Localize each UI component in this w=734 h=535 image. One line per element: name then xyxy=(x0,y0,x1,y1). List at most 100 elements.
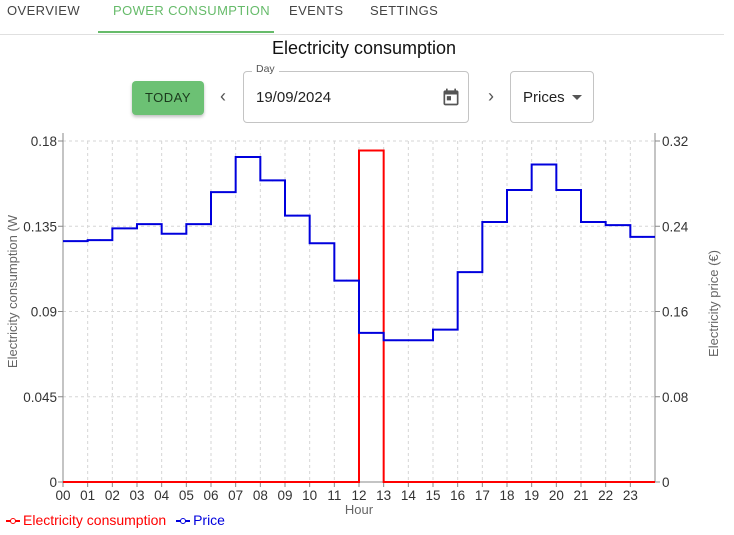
data-point-consumption xyxy=(395,481,397,483)
x-tick-label: 18 xyxy=(499,488,514,503)
calendar-icon[interactable] xyxy=(441,87,461,107)
x-tick-label: 06 xyxy=(203,488,218,503)
data-point-price xyxy=(99,239,101,241)
today-button[interactable]: TODAY xyxy=(132,81,204,115)
y-tick-label-right: 0.16 xyxy=(662,305,688,320)
x-tick-label: 04 xyxy=(154,488,170,503)
data-point-consumption xyxy=(148,481,151,483)
data-point-price xyxy=(469,271,471,273)
x-tick-label: 07 xyxy=(228,488,243,503)
data-point-consumption xyxy=(641,481,644,483)
data-point-price xyxy=(173,232,175,235)
active-tab-indicator xyxy=(98,31,274,33)
data-point-consumption xyxy=(123,481,126,483)
data-point-consumption xyxy=(321,481,323,483)
data-point-consumption xyxy=(74,481,77,483)
data-point-price xyxy=(592,221,595,223)
x-tick-label: 02 xyxy=(105,488,120,503)
data-point-consumption xyxy=(222,481,225,483)
data-point-price xyxy=(543,163,545,166)
legend-item-consumption[interactable]: Electricity consumption xyxy=(6,512,166,528)
y-axis-title-left: Electricity consumption (W xyxy=(5,214,20,368)
x-tick-label: 11 xyxy=(327,488,341,503)
chevron-right-icon[interactable]: › xyxy=(488,86,494,106)
y-tick-label-left: 0.09 xyxy=(31,305,57,320)
y-tick-label-right: 0.08 xyxy=(662,390,688,405)
data-point-consumption xyxy=(543,481,545,483)
x-tick-label: 14 xyxy=(401,488,417,503)
tab-events[interactable]: EVENTS xyxy=(289,3,344,18)
series-line-consumption xyxy=(63,149,655,483)
data-point-price xyxy=(148,223,151,225)
data-point-consumption xyxy=(469,481,471,483)
y-axis-title-right: Electricity price (€) xyxy=(706,250,721,357)
data-point-price xyxy=(518,189,521,191)
y-tick-label-left: 0.135 xyxy=(23,219,57,234)
x-tick-label: 12 xyxy=(351,488,366,503)
x-tick-label: 15 xyxy=(425,488,440,503)
data-point-price xyxy=(296,214,299,217)
x-tick-label: 20 xyxy=(549,488,564,503)
data-point-consumption xyxy=(444,481,447,483)
data-point-price xyxy=(370,332,373,334)
tab-overview[interactable]: OVERVIEW xyxy=(7,3,81,18)
data-point-consumption xyxy=(197,481,200,483)
x-tick-label: 23 xyxy=(623,488,638,503)
legend-item-price[interactable]: Price xyxy=(176,512,225,528)
x-tick-label: 16 xyxy=(450,488,465,503)
data-point-consumption xyxy=(518,481,521,483)
series-line-price xyxy=(63,155,655,342)
data-point-price xyxy=(345,279,348,282)
data-point-price xyxy=(617,224,619,226)
data-point-consumption xyxy=(419,481,422,483)
mode-select-value[interactable]: Prices xyxy=(523,89,565,106)
x-tick-label: 22 xyxy=(598,488,613,503)
y-tick-label-right: 0.24 xyxy=(662,219,689,234)
y-tick-label-left: 0.045 xyxy=(23,390,57,405)
date-field-value[interactable]: 19/09/2024 xyxy=(256,89,332,106)
legend-label-price: Price xyxy=(193,512,225,528)
x-tick-label: 05 xyxy=(179,488,194,503)
data-point-consumption xyxy=(567,481,570,483)
page-title: Electricity consumption xyxy=(271,38,457,58)
x-axis-title: Hour xyxy=(345,502,374,515)
data-point-price xyxy=(247,156,249,158)
data-point-consumption xyxy=(592,481,595,483)
data-point-price xyxy=(641,236,644,238)
y-tick-label-right: 0 xyxy=(662,475,670,490)
y-tick-label-left: 0 xyxy=(49,475,57,490)
data-point-consumption xyxy=(99,481,101,483)
data-point-consumption xyxy=(493,481,496,483)
x-tick-label: 01 xyxy=(80,488,95,503)
data-point-price xyxy=(271,179,274,182)
x-tick-label: 10 xyxy=(302,488,317,503)
data-point-consumption xyxy=(617,481,619,483)
x-tick-label: 09 xyxy=(277,488,292,503)
data-point-price xyxy=(197,223,200,225)
data-point-consumption xyxy=(296,481,299,483)
tab-power-consumption[interactable]: POWER CONSUMPTION xyxy=(113,3,271,18)
data-point-price xyxy=(321,242,323,245)
data-point-consumption xyxy=(271,481,274,483)
mode-select[interactable] xyxy=(510,71,594,123)
date-field[interactable] xyxy=(243,71,469,123)
chevron-left-icon[interactable]: ‹ xyxy=(220,86,226,106)
data-point-consumption xyxy=(370,149,373,152)
x-tick-label: 19 xyxy=(524,488,539,503)
x-tick-label: 00 xyxy=(55,488,70,503)
data-point-price xyxy=(74,240,77,242)
y-tick-label-left: 0.18 xyxy=(31,134,57,149)
tab-settings[interactable]: SETTINGS xyxy=(370,3,439,18)
chart-legend: Electricity consumption Price xyxy=(6,512,231,530)
data-point-price xyxy=(395,339,397,342)
data-point-consumption xyxy=(247,481,249,483)
data-point-price xyxy=(419,339,422,342)
chevron-down-icon[interactable] xyxy=(572,95,582,100)
x-tick-label: 21 xyxy=(573,488,588,503)
x-tick-label: 17 xyxy=(475,488,490,503)
x-tick-label: 08 xyxy=(253,488,268,503)
x-tick-label: 13 xyxy=(376,488,391,503)
date-field-label: Day xyxy=(252,63,279,75)
legend-label-consumption: Electricity consumption xyxy=(23,512,167,528)
legend-marker-price xyxy=(176,516,191,526)
